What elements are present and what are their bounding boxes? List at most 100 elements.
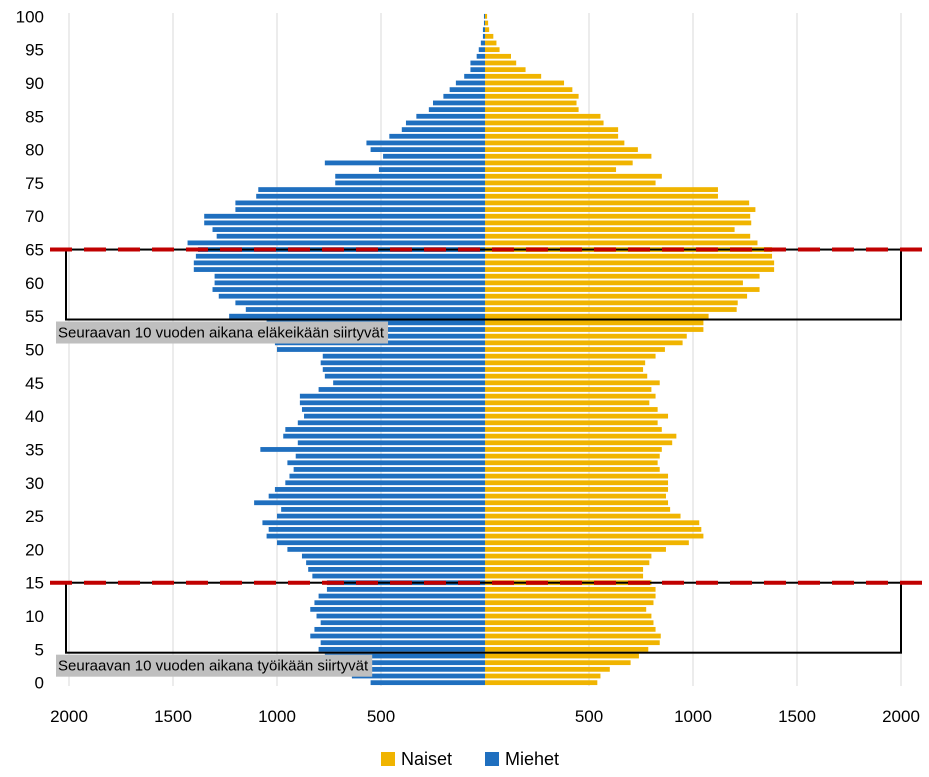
bar-miehet [254, 500, 485, 506]
bar-naiset [485, 273, 760, 279]
bar-miehet [449, 87, 485, 93]
bar-naiset [485, 500, 669, 506]
bar-miehet [335, 180, 485, 186]
bar-naiset [485, 33, 494, 39]
bar-miehet [308, 566, 485, 572]
bar-miehet [310, 633, 485, 639]
bar-miehet [483, 13, 485, 19]
bar-naiset [485, 460, 658, 466]
bar-naiset [485, 87, 573, 93]
bar-miehet [322, 353, 485, 359]
bar-miehet [405, 120, 485, 126]
bar-naiset [485, 633, 661, 639]
bar-naiset [485, 213, 751, 219]
bar-naiset [485, 313, 709, 319]
bar-miehet [214, 280, 485, 286]
bar-miehet [314, 626, 485, 632]
bar-miehet [299, 400, 485, 406]
bar-naiset [485, 640, 660, 646]
bar-miehet [214, 273, 485, 279]
x-tick-label: 2000 [50, 707, 88, 726]
legend: Naiset Miehet [381, 749, 559, 769]
bar-miehet [193, 267, 486, 272]
bar-miehet [310, 606, 485, 612]
bar-naiset [485, 520, 700, 526]
bar-naiset [485, 333, 687, 339]
bar-miehet [333, 380, 485, 386]
bar-naiset [485, 593, 656, 599]
bar-naiset [485, 566, 644, 572]
bar-miehet [235, 207, 485, 212]
y-tick-label: 40 [25, 407, 44, 426]
y-axis-ticks: 0 5 10 15 20 25 30 35 40 45 50 55 60 65 70 75 80 85 90 95 10… [16, 7, 44, 692]
y-tick-label: 10 [25, 607, 44, 626]
bar-miehet [351, 673, 485, 679]
bar-naiset [485, 380, 660, 386]
bar-miehet [326, 586, 485, 592]
bar-naiset [485, 453, 660, 459]
bar-miehet [389, 133, 485, 139]
bar-miehet [260, 447, 485, 452]
bar-naiset [485, 487, 669, 492]
bar-naiset [485, 173, 662, 179]
bar-naiset [485, 347, 665, 352]
bar-miehet [318, 646, 485, 652]
bar-miehet [293, 467, 485, 472]
y-tick-label: 95 [25, 41, 44, 60]
bar-naiset [485, 387, 652, 392]
bar-miehet [443, 93, 485, 99]
bar-miehet [478, 47, 485, 53]
y-tick-label: 30 [25, 474, 44, 493]
bar-naiset [485, 513, 681, 519]
bar-miehet [416, 113, 485, 119]
bar-naiset [485, 320, 704, 326]
x-tick-label: 1500 [154, 707, 192, 726]
highlight-label-bg [56, 321, 389, 344]
bar-naiset [485, 47, 500, 53]
bar-naiset [485, 660, 631, 666]
bar-naiset [485, 553, 652, 559]
highlight-label: Seuraavan 10 vuoden aikana eläkeikään si… [58, 325, 385, 342]
highlight-box [65, 248, 902, 321]
bar-miehet [212, 227, 485, 232]
bar-miehet [383, 153, 485, 159]
bar-naiset [485, 666, 610, 672]
legend-label-miehet: Miehet [505, 749, 559, 769]
bar-naiset [485, 200, 750, 206]
x-axis-ticks: 2000 1500 1000 500 500 1000 1500 2000 [50, 707, 920, 726]
bar-miehet [314, 600, 485, 606]
y-tick-label: 80 [25, 141, 44, 160]
highlight-label-bg [56, 654, 373, 677]
y-tick-label: 90 [25, 74, 44, 93]
bar-miehet [283, 433, 485, 439]
y-tick-label: 75 [25, 174, 44, 193]
bar-miehet [324, 160, 485, 166]
bar-miehet [187, 240, 485, 246]
y-tick-label: 55 [25, 307, 44, 326]
bar-naiset [485, 100, 577, 106]
bar-miehet [301, 407, 485, 412]
bar-naiset [485, 160, 633, 166]
x-tick-label: 1000 [258, 707, 296, 726]
bar-naiset [485, 407, 658, 412]
bar-miehet [433, 100, 485, 106]
bar-naiset [485, 493, 666, 499]
bar-miehet [218, 293, 485, 299]
bar-naiset [485, 400, 650, 406]
bar-miehet [320, 620, 485, 626]
bar-naiset [485, 267, 775, 272]
legend-swatch-naiset [381, 752, 395, 766]
bar-miehet [318, 387, 485, 392]
bar-miehet [470, 60, 485, 66]
bar-naiset [485, 653, 639, 659]
bar-miehet [476, 53, 485, 59]
bar-miehet [262, 520, 485, 526]
bar-naiset [485, 300, 738, 306]
bar-naiset [485, 540, 689, 546]
bar-naiset [485, 140, 625, 146]
bar-naiset [485, 40, 497, 46]
bar-miehet [483, 20, 485, 26]
bar-naiset [485, 193, 718, 199]
y-tick-label: 25 [25, 507, 44, 526]
bar-naiset [485, 353, 656, 359]
